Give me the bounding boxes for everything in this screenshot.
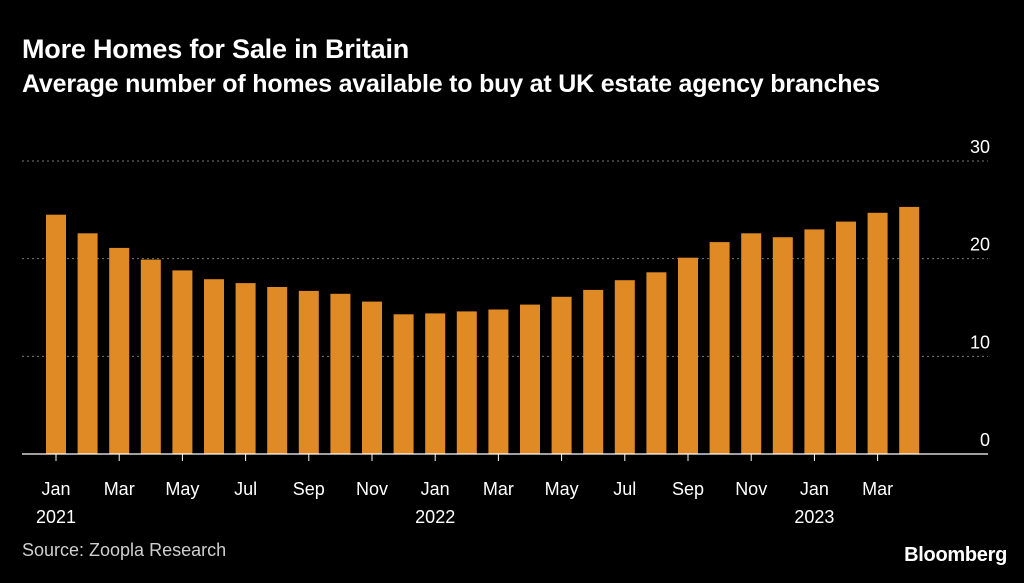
bar-may-2021 <box>172 270 193 454</box>
y-tick-label-30: 30 <box>970 137 990 157</box>
x-tick-label-mar: Mar <box>862 479 893 499</box>
x-tick-label-mar: Mar <box>483 479 514 499</box>
source-note: Source: Zoopla Research <box>22 540 227 560</box>
bar-aug-2021 <box>267 287 288 454</box>
x-tick-label-may: May <box>165 479 199 499</box>
x-tick-label-nov: Nov <box>735 479 767 499</box>
bloomberg-logo: Bloomberg <box>904 544 1007 566</box>
x-tick-label-jan: Jan <box>421 479 450 499</box>
bar-jan-2023 <box>804 229 825 454</box>
bar-dec-2021 <box>393 314 414 454</box>
x-tick-label-jan: Jan <box>800 479 829 499</box>
bar-feb-2023 <box>836 221 856 454</box>
bar-feb-2021 <box>77 233 98 454</box>
bar-feb-2022 <box>456 311 477 454</box>
x-axis-ticks: Jan 2021 Mar May Jul Sep Nov Jan 2022 Mar May Jul Se… <box>36 454 893 527</box>
x-tick-label-sep: Sep <box>293 479 325 499</box>
chart-title: More Homes for Sale in Britain <box>22 34 410 64</box>
bar-apr-2021 <box>140 259 161 454</box>
bar-jul-2022 <box>614 280 635 454</box>
bar-mar-2022 <box>488 309 509 454</box>
bar-dec-2022 <box>772 237 793 454</box>
bar-sep-2021 <box>298 290 319 454</box>
y-tick-label-10: 10 <box>970 332 990 352</box>
bar-oct-2022 <box>709 242 730 454</box>
bar-jun-2021 <box>204 279 224 454</box>
bar-oct-2021 <box>330 293 351 454</box>
x-tick-year-2021: 2021 <box>36 507 76 527</box>
bar-jun-2022 <box>583 289 604 454</box>
bar-aug-2022 <box>646 272 667 454</box>
bar-nov-2022 <box>741 233 762 454</box>
bar-jan-2022 <box>425 313 446 454</box>
bar-nov-2021 <box>362 301 382 454</box>
x-tick-year-2023: 2023 <box>794 507 834 527</box>
x-tick-label-jan: Jan <box>41 479 70 499</box>
x-tick-label-jul: Jul <box>234 479 257 499</box>
x-tick-label-may: May <box>545 479 579 499</box>
chart-subtitle: Average number of homes available to buy… <box>22 70 880 98</box>
x-tick-label-jul: Jul <box>613 479 636 499</box>
x-tick-label-nov: Nov <box>356 479 388 499</box>
x-tick-label-sep: Sep <box>672 479 704 499</box>
x-tick-label-mar: Mar <box>104 479 135 499</box>
y-tick-label-0: 0 <box>980 430 990 450</box>
bars <box>46 206 920 454</box>
bar-jul-2021 <box>235 283 256 454</box>
bar-mar-2021 <box>109 247 130 454</box>
bar-apr-2022 <box>520 304 540 454</box>
y-axis-ticks: 0 10 20 30 <box>970 137 990 450</box>
bar-sep-2022 <box>678 257 698 454</box>
y-tick-label-20: 20 <box>970 235 990 255</box>
x-tick-year-2022: 2022 <box>415 507 455 527</box>
bar-apr-2023 <box>899 206 920 454</box>
bar-may-2022 <box>551 296 572 454</box>
bar-jan-2021 <box>46 214 66 454</box>
bar-mar-2023 <box>867 212 888 454</box>
